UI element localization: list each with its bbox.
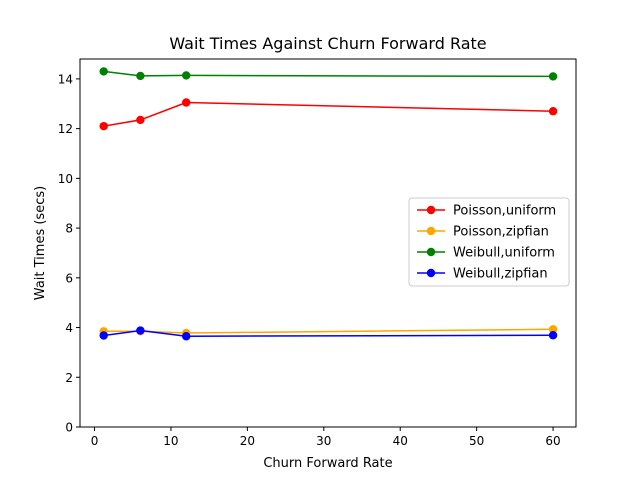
y-tick-label-0: 0 [65,421,73,435]
legend-box [408,197,570,287]
data-point-1-3 [548,325,558,334]
data-point-2-2 [182,71,191,80]
axes: 0 10 20 30 40 50 60 0 2 4 6 8 10 12 14 [58,58,577,448]
legend-marker-2 [426,247,436,257]
data-point-0-0 [99,121,108,131]
legend-label-3: Weibull,zipfian [453,267,548,282]
series-line-0 [102,101,554,127]
y-tick-label-4: 8 [65,222,73,236]
series-line-1 [102,328,554,334]
legend-label-2: Weibull,uniform [453,246,555,261]
data-point-3-1 [136,326,145,335]
series-line-3 [102,329,554,337]
legend-marker-1 [426,226,436,236]
y-tick-label-2: 4 [65,321,73,335]
data-point-3-2 [182,332,191,341]
data-point-0-3 [548,107,558,116]
data-point-0-1 [136,115,145,125]
data-point-0-2 [182,98,191,107]
y-tick-label-7: 14 [58,72,73,86]
x-tick-label-5: 50 [469,434,484,448]
x-tick-label-2: 20 [240,434,255,448]
x-axis-label: Churn Forward Rate [263,456,392,471]
data-point-2-3 [548,72,558,81]
series-line-2 [102,70,554,78]
y-tick-label-5: 10 [58,172,73,186]
chart-title: Wait Times Against Churn Forward Rate [169,34,486,53]
x-tick-label-0: 0 [91,434,99,448]
legend: Poisson,uniform Poisson,zipfian Weibull,un… [408,197,570,287]
axes-frame [79,58,577,428]
legend-label-0: Poisson,uniform [453,204,556,219]
legend-marker-3 [426,268,436,278]
y-tick-label-6: 12 [58,122,73,136]
legend-label-1: Poisson,zipfian [453,225,549,240]
data-point-2-0 [99,67,108,76]
data-point-3-3 [548,331,558,340]
y-tick-label-1: 2 [65,371,73,385]
data-point-3-0 [99,331,108,340]
x-tick-label-3: 30 [316,434,331,448]
y-axis-label: Wait Times (secs) [33,186,48,300]
y-tick-label-3: 6 [65,271,73,285]
data-point-2-1 [136,71,145,81]
x-tick-label-4: 40 [393,434,408,448]
plot-area [99,67,558,341]
legend-marker-0 [426,205,436,215]
x-tick-label-6: 60 [545,434,560,448]
x-tick-label-1: 10 [163,434,178,448]
